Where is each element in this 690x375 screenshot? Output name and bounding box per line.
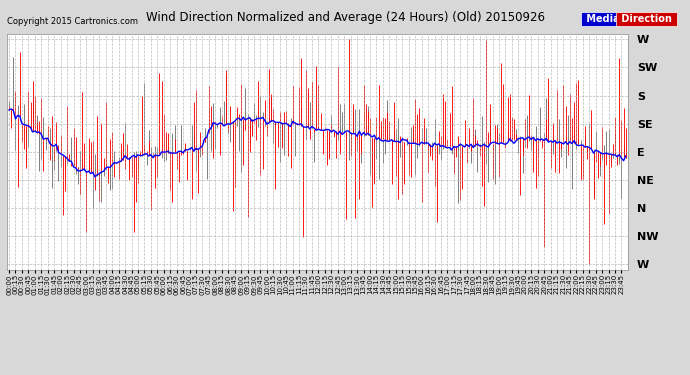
Text: Copyright 2015 Cartronics.com: Copyright 2015 Cartronics.com xyxy=(7,17,138,26)
Text: Direction: Direction xyxy=(618,14,675,24)
Text: Wind Direction Normalized and Average (24 Hours) (Old) 20150926: Wind Direction Normalized and Average (2… xyxy=(146,11,544,24)
Text: Median: Median xyxy=(583,14,630,24)
